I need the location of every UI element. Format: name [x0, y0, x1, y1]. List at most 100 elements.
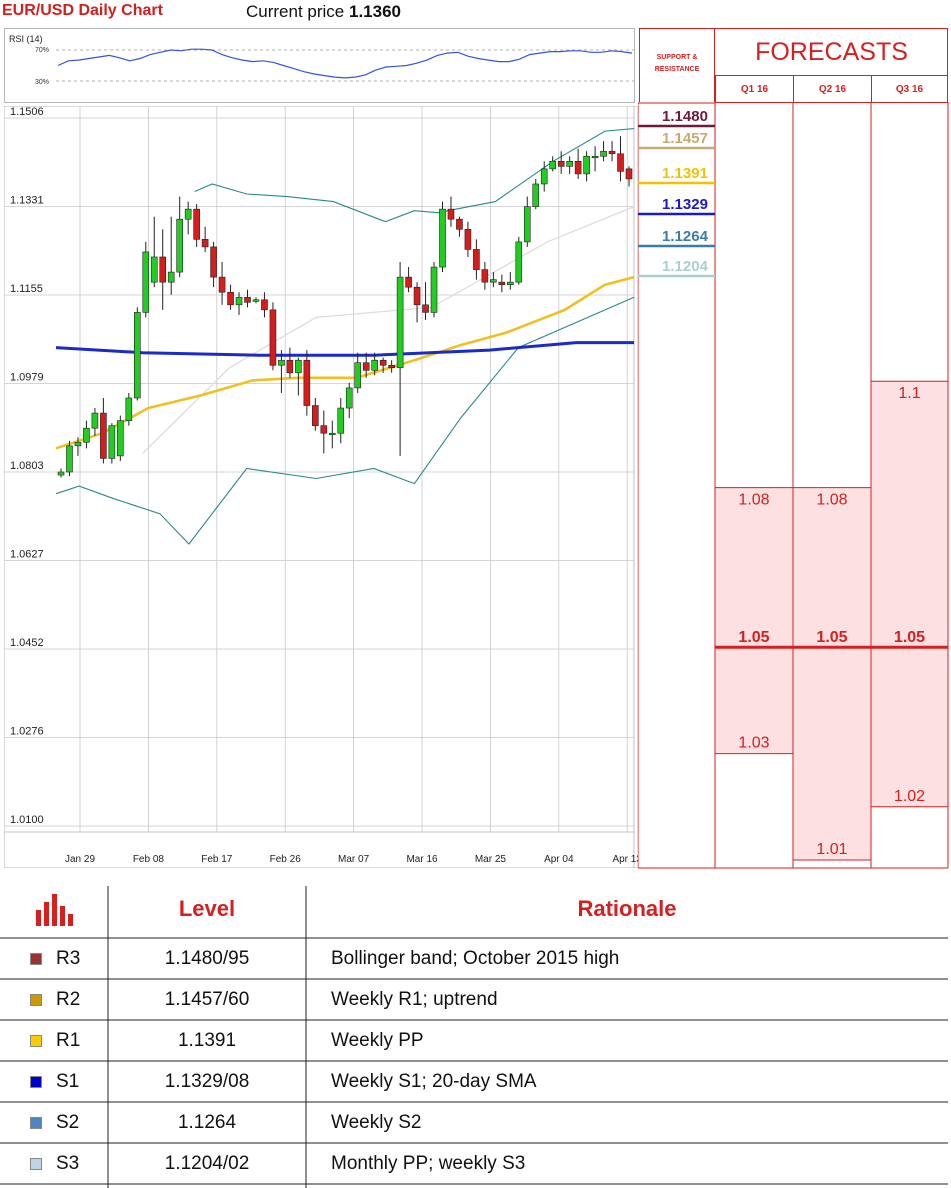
- level-value: 1.1480/95: [164, 948, 250, 969]
- forecast-low-3: 1.02: [894, 788, 925, 805]
- level-color-swatch: [30, 953, 42, 965]
- y-tick-label: 1.0803: [10, 460, 44, 472]
- candle-body: [142, 251, 150, 313]
- sr-label-5: 1.1264: [662, 228, 709, 245]
- forecast-mid-2: 1.05: [816, 629, 847, 646]
- candle-body: [540, 168, 548, 185]
- candle-body: [498, 281, 506, 285]
- level-name: S1: [56, 1071, 80, 1092]
- bar-chart-icon: [36, 894, 73, 926]
- x-tick-label: Feb 26: [270, 854, 302, 865]
- candle-body: [303, 359, 311, 406]
- forecast-range-3: [871, 381, 948, 807]
- candle-body: [269, 309, 277, 366]
- candle-body: [515, 241, 523, 283]
- level-header: Level: [178, 896, 236, 921]
- candle-body: [201, 239, 209, 248]
- candle-body: [362, 362, 370, 371]
- candle-body: [278, 359, 285, 366]
- level-color-swatch: [30, 994, 42, 1006]
- candle-body: [312, 405, 319, 426]
- x-tick-label: Mar 16: [406, 854, 438, 865]
- candle-body: [227, 291, 234, 306]
- candle-body: [439, 208, 446, 268]
- level-rationale: Weekly S1; 20-day SMA: [331, 1071, 537, 1092]
- candle-body: [625, 168, 633, 180]
- y-tick-label: 1.1331: [10, 195, 44, 207]
- candle-body: [261, 299, 268, 311]
- sr-label-1: 1.1480: [662, 108, 708, 125]
- sma-grey-line: [142, 205, 635, 454]
- level-value: 1.1329/08: [164, 1071, 250, 1092]
- candle-body: [464, 228, 472, 250]
- support-resistance-label: SUPPORT & RESISTANCE: [654, 54, 700, 73]
- candle-body: [473, 249, 480, 270]
- forecast-range-2: [793, 487, 871, 860]
- candle-body: [83, 427, 90, 443]
- rsi-title: RSI (14): [9, 34, 43, 44]
- candle-body: [167, 271, 175, 283]
- candle-body: [117, 420, 124, 457]
- x-tick-label: Mar 25: [475, 854, 507, 865]
- table-row: S3 1.1204/02 Monthly PP; weekly S3: [0, 1144, 948, 1184]
- bollinger-upper-line: [194, 128, 635, 223]
- candle-body: [286, 359, 294, 374]
- candle-body: [91, 412, 99, 429]
- forecasts-title: FORECASTS: [755, 38, 908, 66]
- candle-body: [405, 276, 412, 288]
- level-color-swatch: [30, 1117, 42, 1129]
- quarter-header-q1: Q1 16: [715, 75, 794, 103]
- x-tick-label: Feb 08: [133, 854, 165, 865]
- forecast-range-1: [715, 487, 793, 754]
- candle-body: [490, 279, 497, 283]
- forecast-mid-1: 1.05: [738, 629, 769, 646]
- table-header-row: Level Rationale: [0, 878, 948, 938]
- y-tick-label: 1.0452: [10, 637, 44, 649]
- level-rationale: Monthly PP; weekly S3: [331, 1153, 526, 1174]
- forecast-columns: 1.08 1.03 1.05 1.08 1.01 1.05 1.1 1.02 1.05 1.148…: [638, 102, 949, 869]
- candle-body: [379, 359, 387, 366]
- x-tick-label: Mar 07: [338, 854, 370, 865]
- candle-body: [244, 296, 251, 303]
- candle-body: [74, 441, 82, 447]
- forecast-high-3: 1.1: [898, 385, 920, 402]
- level-name: R3: [56, 948, 81, 969]
- level-color-swatch: [30, 1158, 42, 1170]
- candle-body: [591, 155, 599, 159]
- x-tick-label: Feb 17: [201, 854, 233, 865]
- candle-body: [583, 155, 590, 175]
- candle-body: [523, 206, 531, 243]
- level-name: S2: [56, 1112, 80, 1133]
- level-color-swatch: [30, 1035, 42, 1047]
- x-tick-label: Apr 04: [544, 854, 574, 865]
- candle-body: [210, 246, 217, 278]
- candle-body: [481, 269, 489, 283]
- forecast-low-1: 1.03: [738, 735, 769, 752]
- rsi-line: [57, 48, 633, 79]
- sma-blue-line: [55, 341, 634, 357]
- level-rationale: Weekly R1; uptrend: [331, 989, 498, 1010]
- rsi-panel: [4, 28, 635, 103]
- candle-body: [337, 407, 345, 434]
- y-tick-label: 1.0100: [10, 814, 44, 826]
- candle-body: [447, 208, 455, 220]
- candle-body: [422, 304, 429, 313]
- level-rationale: Weekly PP: [331, 1030, 424, 1051]
- candle-body: [430, 266, 438, 313]
- current-price-value: 1.1360: [349, 2, 401, 21]
- candle-body: [295, 359, 302, 374]
- candle-body: [345, 387, 353, 409]
- y-tick-label: 1.0979: [10, 372, 44, 384]
- quarter-header-q2: Q2 16: [793, 75, 872, 103]
- candle-body: [574, 161, 582, 175]
- x-tick-label: Apr 13: [612, 854, 638, 865]
- level-name: S3: [56, 1153, 80, 1174]
- level-color-swatch: [30, 1076, 42, 1088]
- candle-body: [396, 276, 404, 369]
- forecasts-header: [715, 28, 948, 75]
- candle-body: [456, 218, 463, 230]
- sr-label-3: 1.1391: [662, 165, 708, 182]
- rsi-level-70: 70%: [35, 47, 49, 54]
- level-value: 1.1457/60: [164, 989, 250, 1010]
- candle-body: [413, 286, 421, 306]
